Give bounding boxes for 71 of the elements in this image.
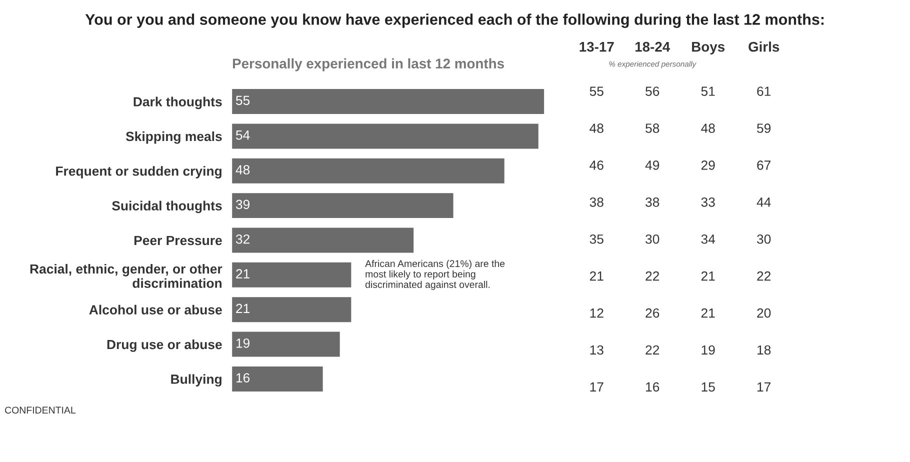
data-label: 21	[701, 271, 715, 281]
data-label: 51	[701, 86, 715, 96]
bar	[232, 297, 352, 322]
data-label: 30	[756, 234, 771, 244]
chart-title: You or you and someone you know have experienced each of the following during the last 12 months:	[85, 14, 824, 28]
y-tick-label: Drug use or abuse	[107, 339, 222, 352]
data-label: 19	[236, 338, 250, 348]
y-tick-label: Dark thoughts	[134, 96, 222, 110]
data-label: 38	[646, 197, 660, 207]
data-label: 39	[236, 200, 250, 210]
data-label: 17	[758, 382, 771, 392]
data-label: 22	[757, 271, 771, 281]
bar	[232, 366, 323, 392]
data-label: 19	[702, 345, 715, 355]
data-label: 58	[646, 124, 660, 133]
bar	[232, 158, 504, 184]
data-label: 48	[236, 165, 250, 174]
data-label: 67	[757, 160, 771, 170]
y-tick-label: Suicidal thoughts	[112, 200, 222, 214]
y-tick-label: Frequent or sudden crying	[56, 166, 222, 178]
y-tick-label: Skipping meals	[126, 131, 222, 144]
data-label: 16	[236, 373, 250, 382]
data-label: 49	[645, 160, 660, 170]
data-label: 21	[236, 304, 250, 314]
data-label: 59	[757, 124, 771, 133]
bar	[232, 193, 454, 218]
bar	[232, 332, 340, 357]
data-label: 22	[646, 271, 660, 281]
data-label: 16	[646, 382, 660, 392]
data-label: 61	[757, 86, 771, 96]
data-label: 33	[701, 197, 715, 207]
data-label: 46	[590, 160, 604, 170]
x-tick-label: Boys	[692, 42, 725, 54]
data-label: 56	[646, 86, 660, 96]
data-label: 20	[757, 308, 771, 318]
y-tick-label: Peer Pressure	[134, 236, 222, 246]
bar	[232, 262, 352, 288]
data-label: 26	[646, 308, 660, 318]
data-label: 12	[590, 308, 604, 318]
data-label: 22	[646, 345, 660, 355]
y-tick-label: Alcohol use or abuse	[89, 304, 222, 315]
data-label: 48	[590, 124, 604, 133]
y-tick-label: Racial, ethnic, gender, or other discrimination	[30, 264, 222, 288]
data-label: 21	[701, 308, 715, 318]
data-label: 30	[646, 234, 660, 244]
data-label: 54	[236, 130, 250, 140]
data-label: 44	[756, 198, 771, 207]
bar	[232, 228, 414, 253]
chart-subtitle: Personally experienced in last 12 months	[232, 58, 504, 72]
y-tick-label: Bullying	[171, 374, 222, 387]
text: CONFIDENTIAL	[5, 406, 76, 414]
data-label: 29	[701, 160, 715, 170]
x-tick-label: 13-17	[580, 42, 614, 52]
data-label: 38	[590, 197, 604, 207]
bar	[232, 124, 538, 149]
data-label: 32	[236, 234, 250, 244]
data-label: 34	[701, 234, 716, 244]
annotation: African Americans (21%) are the most likely to report being discriminated against overall.	[365, 260, 505, 290]
x-tick-label: Girls	[748, 42, 780, 52]
data-label: 55	[590, 86, 604, 96]
data-label: 48	[701, 124, 715, 133]
data-label: 17	[590, 382, 604, 392]
data-label: 21	[590, 271, 604, 281]
data-label: 18	[758, 345, 771, 355]
bar	[232, 89, 544, 114]
data-label: 35	[590, 234, 604, 244]
data-label: 15	[702, 382, 715, 392]
data-label: 55	[236, 96, 250, 106]
x-tick-label: 18-24	[635, 42, 670, 52]
data-label: 21	[236, 269, 250, 278]
data-label: 13	[590, 345, 604, 355]
